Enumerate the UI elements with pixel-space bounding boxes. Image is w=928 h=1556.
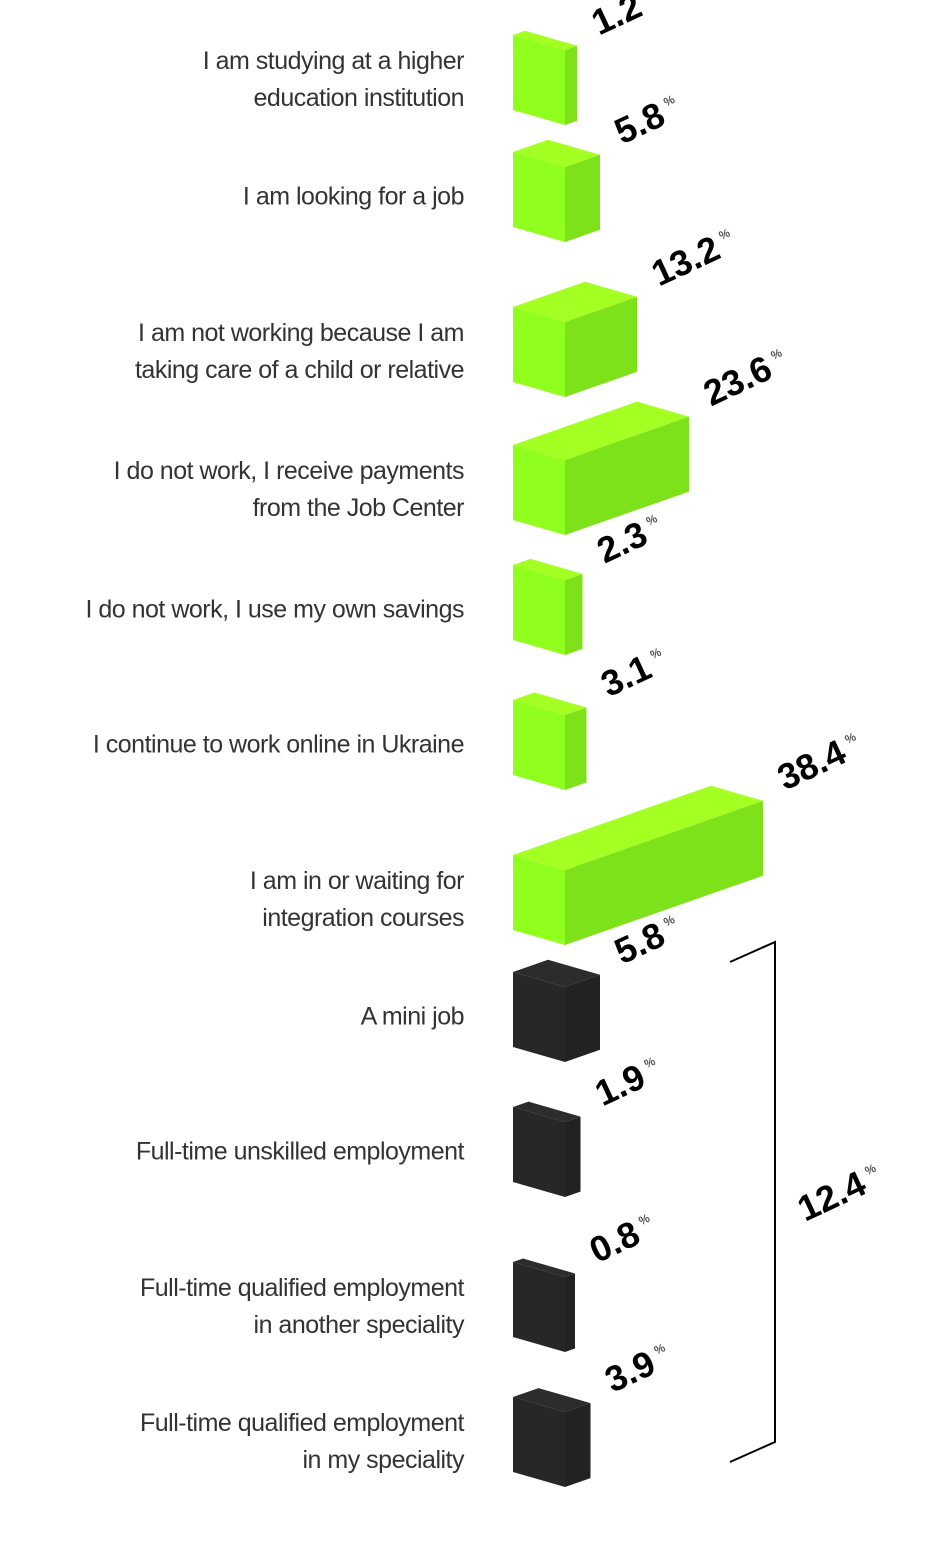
bar xyxy=(513,785,763,945)
bar-top xyxy=(513,139,600,167)
bar-front xyxy=(565,573,583,655)
bar xyxy=(513,1388,591,1487)
bar-top xyxy=(513,1101,581,1122)
category-label: Full-time unskilled employment xyxy=(135,1137,465,1166)
bar-top xyxy=(513,30,577,50)
bar xyxy=(513,1258,575,1352)
value-label: 23.6% xyxy=(697,340,793,414)
value-label: 1.2% xyxy=(585,0,663,43)
total-number: 12.4 xyxy=(791,1162,872,1229)
bar-top xyxy=(513,785,763,870)
bar xyxy=(513,30,577,125)
bar-side xyxy=(513,700,565,790)
bar-side xyxy=(513,35,565,125)
category-label: Full-time qualified employment in anothe… xyxy=(139,1274,465,1339)
category-label: A mini job xyxy=(360,1002,465,1031)
bracket xyxy=(729,940,776,1463)
category-label: I am in or waiting for integration cours… xyxy=(249,867,465,932)
category-label: I am looking for a job xyxy=(242,182,465,211)
bar-top xyxy=(513,959,600,987)
bar-top xyxy=(513,281,637,322)
value-number: 0.8 xyxy=(583,1212,646,1270)
bar-top xyxy=(513,558,583,580)
bar-side xyxy=(513,855,565,945)
bar-side xyxy=(513,445,565,535)
value-number: 38.4 xyxy=(771,731,852,798)
value-unit: % xyxy=(644,511,660,528)
bar-front xyxy=(565,416,689,535)
bar-top xyxy=(513,692,587,715)
category-label: I continue to work online in Ukraine xyxy=(92,730,465,759)
value-label: 3.1% xyxy=(595,639,673,704)
bar xyxy=(513,139,600,242)
total-unit: % xyxy=(863,1161,879,1178)
bar-front xyxy=(565,707,587,790)
bar xyxy=(513,281,637,397)
bar-front xyxy=(565,1403,591,1487)
category-label: I am studying at a higher education inst… xyxy=(202,47,465,112)
bar-front xyxy=(565,45,577,125)
bar-front xyxy=(565,1273,575,1352)
bar-side xyxy=(513,307,565,397)
bar-side xyxy=(513,152,565,242)
value-number: 1.2 xyxy=(585,0,648,43)
value-number: 3.9 xyxy=(599,1342,662,1400)
value-label: 13.2% xyxy=(645,220,741,294)
value-number: 13.2 xyxy=(645,227,726,294)
bar xyxy=(513,1101,581,1197)
bar xyxy=(513,959,600,1062)
bar-front xyxy=(565,154,600,242)
value-unit: % xyxy=(769,345,785,362)
bar xyxy=(513,558,583,655)
bar-side xyxy=(513,1262,565,1352)
value-unit: % xyxy=(717,226,733,243)
value-number: 3.1 xyxy=(595,646,658,704)
bar-top xyxy=(513,1258,575,1277)
bar-top xyxy=(513,1388,591,1412)
value-label: 5.8% xyxy=(608,87,686,152)
bar-side xyxy=(513,1397,565,1487)
value-label: 1.9% xyxy=(589,1048,667,1113)
bar xyxy=(513,401,689,535)
value-number: 1.9 xyxy=(589,1056,652,1114)
value-unit: % xyxy=(661,92,677,109)
value-number: 23.6 xyxy=(697,347,778,414)
value-unit: % xyxy=(642,1054,658,1071)
bar-side xyxy=(513,565,565,655)
value-unit: % xyxy=(661,912,677,929)
bar-front xyxy=(565,974,600,1062)
bar-top xyxy=(513,401,689,460)
value-unit: % xyxy=(652,1340,668,1357)
category-label: I am not working because I am taking car… xyxy=(134,319,465,384)
bar-side xyxy=(513,972,565,1062)
value-unit: % xyxy=(843,729,859,746)
bar-front xyxy=(565,800,763,945)
category-label: I do not work, I receive payments from t… xyxy=(113,457,465,522)
bar-front xyxy=(565,296,637,397)
category-label: I do not work, I use my own savings xyxy=(85,595,464,624)
category-label: Full-time qualified employment in my spe… xyxy=(139,1409,465,1474)
value-unit: % xyxy=(648,645,664,662)
bar-front xyxy=(565,1116,581,1197)
value-label: 38.4% xyxy=(771,724,867,798)
value-label: 3.9% xyxy=(599,1335,677,1400)
value-unit: % xyxy=(636,1211,652,1228)
bar-side xyxy=(513,1107,565,1197)
value-label: 0.8% xyxy=(583,1205,661,1270)
value-number: 5.8 xyxy=(608,94,671,152)
total-label: 12.4% xyxy=(791,1155,887,1229)
bar xyxy=(513,692,587,790)
